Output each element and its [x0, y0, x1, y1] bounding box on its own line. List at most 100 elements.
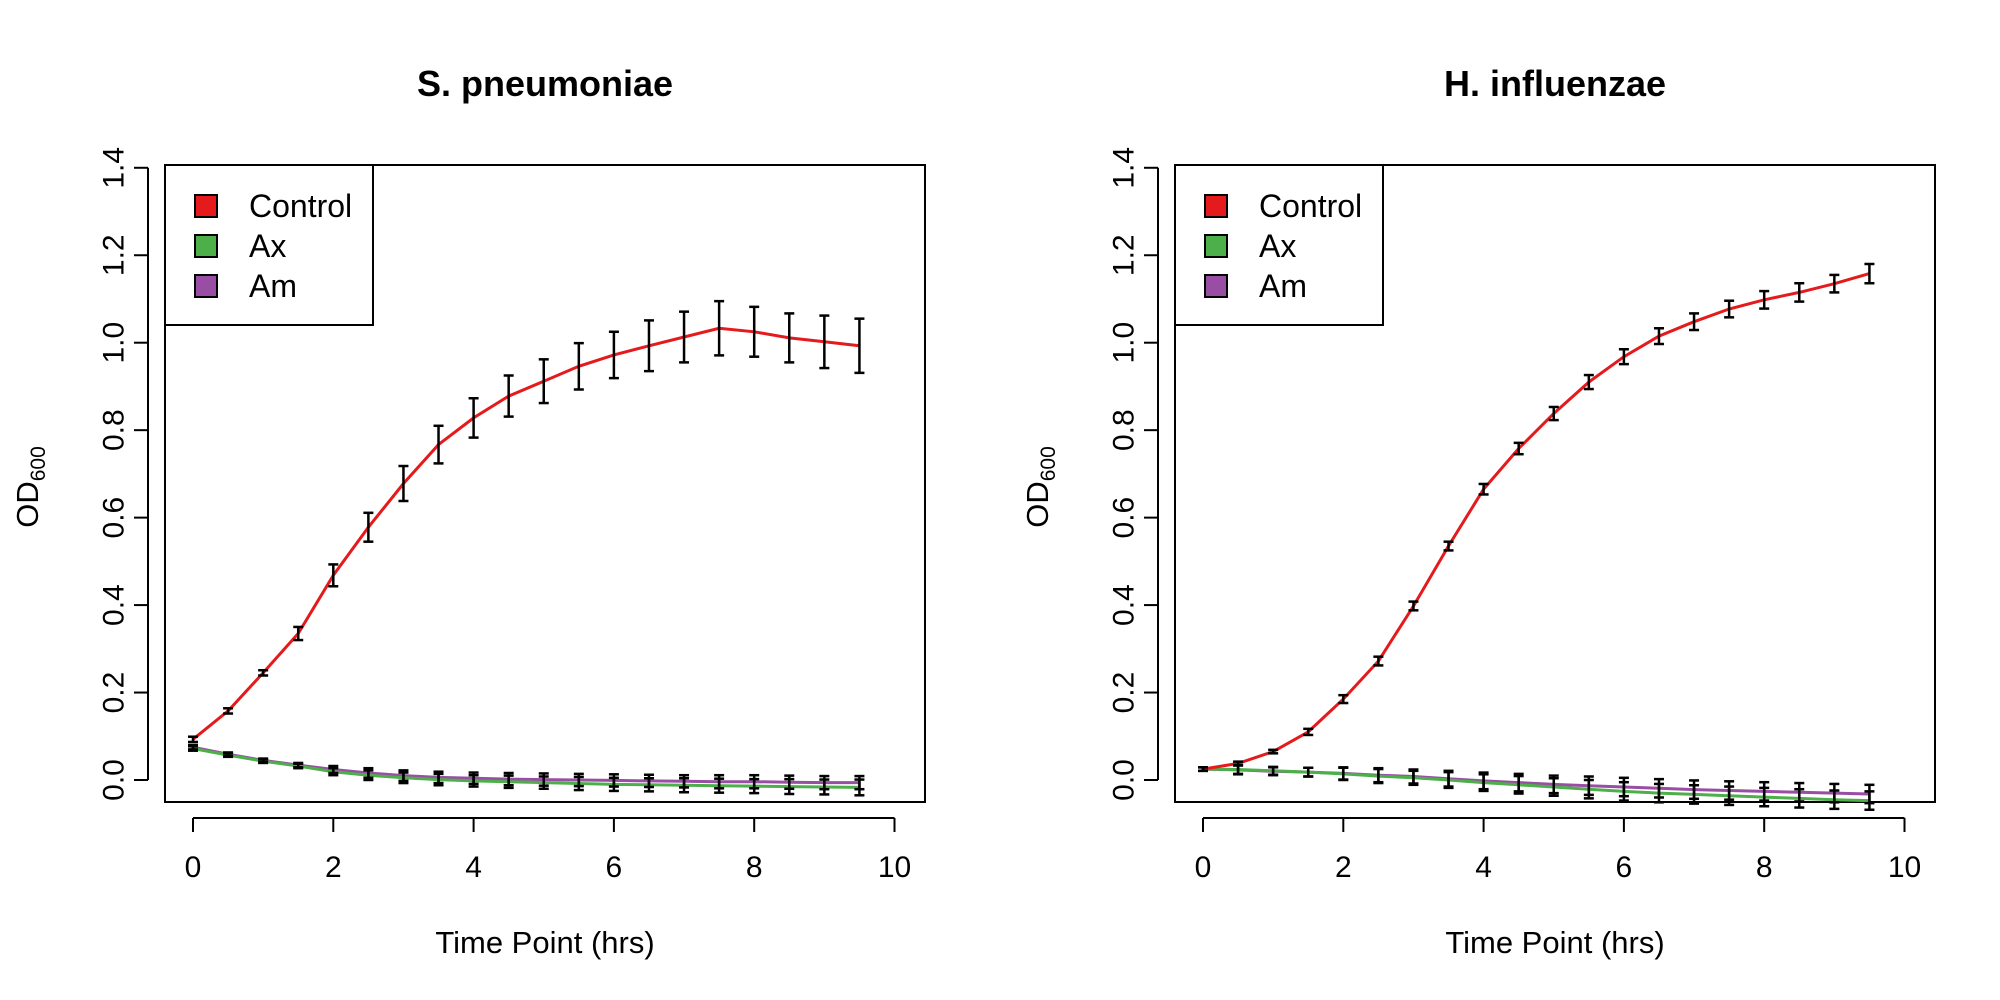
legend-swatch-ax	[194, 234, 218, 258]
error-bar	[1794, 281, 1805, 303]
y-tick-label: 0.2	[98, 672, 131, 714]
error-bar	[1653, 327, 1664, 346]
x-tick-label: 8	[746, 851, 763, 884]
y-tick-label: 0.2	[1108, 672, 1141, 714]
error-bar	[1618, 776, 1629, 798]
y-tick-label: 0.4	[98, 584, 131, 626]
error-bar	[643, 773, 654, 789]
x-axis-label: Time Point (hrs)	[435, 925, 654, 960]
error-bar	[1443, 540, 1454, 552]
error-bar	[1478, 771, 1489, 791]
error-bar	[1198, 766, 1208, 773]
y-tick-label: 0.6	[98, 497, 131, 539]
x-tick-label: 4	[1475, 851, 1492, 884]
error-bar	[1338, 766, 1349, 781]
error-bar	[1864, 783, 1875, 805]
error-bar	[1724, 299, 1735, 319]
error-bar	[258, 757, 269, 764]
error-bar	[293, 625, 304, 642]
error-bar	[608, 773, 619, 788]
y-tick-label: 1.2	[98, 234, 131, 276]
error-bar	[433, 424, 444, 465]
error-bar	[1724, 780, 1735, 801]
error-bar	[1513, 772, 1524, 793]
error-bar	[223, 751, 234, 758]
legend-label-control: Control	[1259, 188, 1362, 224]
error-bar	[1548, 405, 1559, 422]
y-tick-label: 0.4	[1108, 584, 1141, 626]
error-bar	[679, 773, 690, 789]
error-bar	[749, 305, 760, 358]
y-axis-label-main: OD	[1020, 481, 1055, 528]
error-bar	[679, 310, 690, 364]
legend-swatch-am	[194, 274, 218, 298]
y-axis-label-subscript: 600	[1037, 446, 1060, 481]
error-bar	[1583, 775, 1594, 797]
y-axis-label: OD600	[1020, 446, 1060, 528]
error-bar	[819, 314, 830, 370]
error-bar	[784, 774, 795, 790]
error-bar	[503, 771, 514, 787]
y-tick-label: 0.8	[98, 409, 131, 451]
error-bar	[1794, 781, 1805, 803]
x-tick-label: 0	[1195, 851, 1212, 884]
legend-swatch-control	[1204, 194, 1228, 218]
error-bar	[1864, 262, 1875, 285]
y-tick-label: 1.4	[98, 147, 131, 189]
x-tick-label: 6	[1616, 851, 1633, 884]
legend-label-ax: Ax	[1259, 228, 1296, 264]
error-bar	[1268, 766, 1279, 777]
x-axis-label: Time Point (hrs)	[1445, 925, 1664, 960]
x-tick-label: 4	[465, 851, 482, 884]
error-bar	[293, 761, 304, 769]
x-tick-label: 0	[185, 851, 202, 884]
legend-swatch-control	[194, 194, 218, 218]
legend-label-control: Control	[249, 188, 352, 224]
error-bar	[398, 464, 409, 503]
error-bar	[1443, 769, 1454, 788]
error-bar	[1303, 727, 1314, 737]
x-tick-label: 8	[1756, 851, 1773, 884]
error-bar	[1583, 373, 1594, 391]
y-axis-label-subscript: 600	[27, 446, 50, 481]
series-line-control	[1202, 272, 1870, 771]
error-bar	[538, 772, 549, 787]
legend-swatch-ax	[1204, 234, 1228, 258]
y-tick-label: 1.2	[1108, 234, 1141, 276]
error-bar	[363, 511, 374, 543]
error-bar	[819, 774, 830, 791]
legend: Control Ax Am	[1174, 164, 1384, 326]
error-bar	[1233, 764, 1244, 776]
error-bar	[1653, 777, 1664, 799]
error-bar	[1268, 748, 1279, 755]
error-bar	[784, 312, 795, 364]
error-bar	[608, 330, 619, 380]
y-tick-label: 0.6	[1108, 497, 1141, 539]
error-bar	[1338, 693, 1349, 705]
error-bar	[223, 707, 234, 715]
error-bar	[468, 771, 479, 786]
error-bar	[643, 319, 654, 373]
chart-panel-1: S. pneumoniae 0 2 4 6 8 10 0.0 0.2 0.4 0.6 0.8 1.0 1.…	[10, 63, 926, 960]
error-bar	[1759, 780, 1770, 802]
legend-label-am: Am	[249, 268, 297, 304]
error-bar	[573, 341, 584, 391]
y-axis-label: OD600	[10, 446, 50, 528]
error-bar	[1408, 768, 1419, 785]
error-bar	[328, 764, 339, 775]
legend-label-ax: Ax	[249, 228, 286, 264]
error-bar	[1689, 779, 1700, 801]
error-bar	[1829, 273, 1840, 294]
error-bar	[1303, 766, 1314, 778]
error-bar	[188, 743, 198, 751]
error-bar	[398, 769, 409, 783]
chart-panel-2: H. influenzae 0 2 4 6 8 10 0.0 0.2 0.4 0.6 0.8 1.0 1.…	[1020, 63, 1936, 960]
legend-swatch-am	[1204, 274, 1228, 298]
y-axis-label-main: OD	[10, 481, 45, 528]
error-bar	[1548, 774, 1559, 795]
error-bar	[1689, 312, 1700, 332]
error-bar	[749, 773, 760, 790]
x-tick-label: 2	[1335, 851, 1352, 884]
x-tick-label: 10	[878, 851, 911, 884]
